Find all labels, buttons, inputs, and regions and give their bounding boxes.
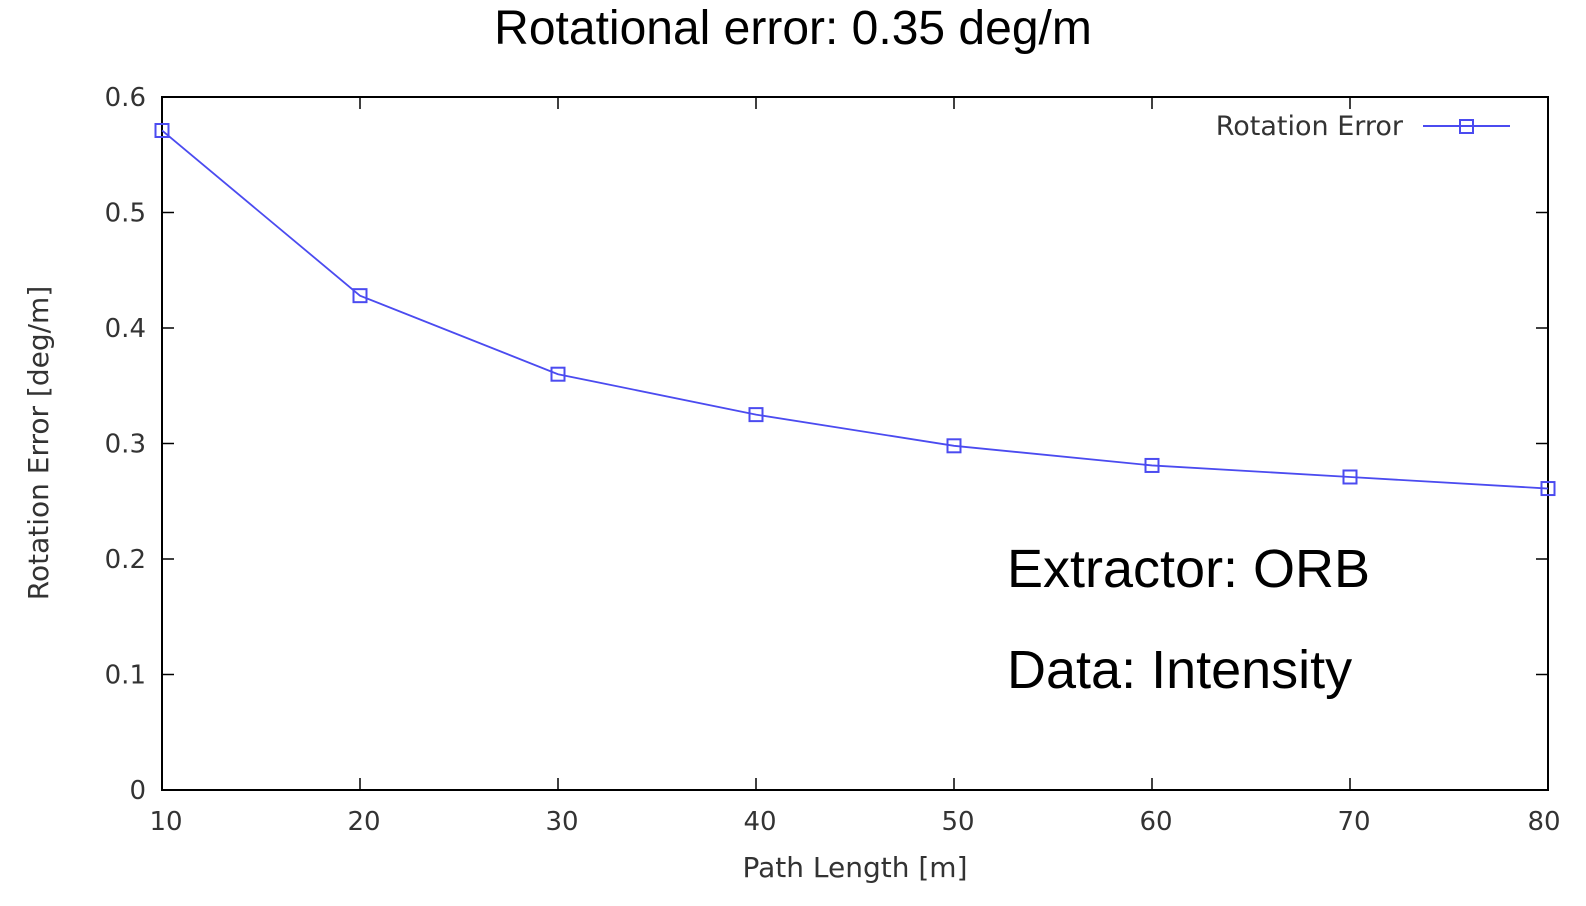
- y-tick-label-0-4: 0.4: [105, 314, 146, 344]
- data-point-marker-40: [748, 407, 764, 423]
- x-tick-label-50: 50: [941, 807, 974, 837]
- y-axis-ticks: 0 0.1 0.2 0.3 0.4 0.5 0.6: [105, 83, 1548, 806]
- x-axis-ticks: 10 20 30 40 50 60 70 80: [149, 97, 1561, 837]
- x-tick-label-80: 80: [1527, 807, 1560, 837]
- y-tick-label-0-6: 0.6: [105, 83, 146, 113]
- data-point-marker-60: [1144, 457, 1160, 473]
- y-tick-label-0-2: 0.2: [105, 545, 146, 575]
- y-axis-label: Rotation Error [deg/m]: [22, 286, 55, 600]
- x-tick-label-20: 20: [347, 807, 380, 837]
- data-point-marker-20: [352, 288, 368, 304]
- data-point-marker-80: [1540, 481, 1556, 497]
- series-layer: [154, 122, 1556, 497]
- plot-area: 0 0.1 0.2 0.3 0.4 0.5 0.6 10 20 30 40 50 60 70 80: [105, 83, 1561, 837]
- legend-entry-label: Rotation Error: [1216, 111, 1404, 142]
- annotation-data: Data: Intensity: [1007, 640, 1352, 700]
- x-tick-label-30: 30: [545, 807, 578, 837]
- series-line-0: [161, 129, 1549, 490]
- y-tick-label-0-5: 0.5: [105, 199, 146, 229]
- legend: Rotation Error: [1216, 111, 1510, 142]
- x-tick-label-70: 70: [1337, 807, 1370, 837]
- x-tick-label-40: 40: [743, 807, 776, 837]
- annotation-extractor: Extractor: ORB: [1007, 539, 1370, 599]
- data-point-marker-50: [946, 438, 962, 454]
- x-tick-label-10: 10: [149, 807, 182, 837]
- chart-title: Rotational error: 0.35 deg/m: [494, 2, 1092, 55]
- legend-square-marker: [1459, 119, 1474, 134]
- y-tick-label-0: 0: [129, 776, 146, 806]
- data-point-marker-70: [1342, 469, 1358, 485]
- data-point-marker-10: [154, 122, 170, 138]
- x-tick-label-60: 60: [1139, 807, 1172, 837]
- x-axis-label: Path Length [m]: [742, 851, 967, 884]
- y-tick-label-0-3: 0.3: [105, 430, 146, 460]
- data-point-marker-30: [550, 366, 566, 382]
- y-tick-label-0-1: 0.1: [105, 661, 146, 691]
